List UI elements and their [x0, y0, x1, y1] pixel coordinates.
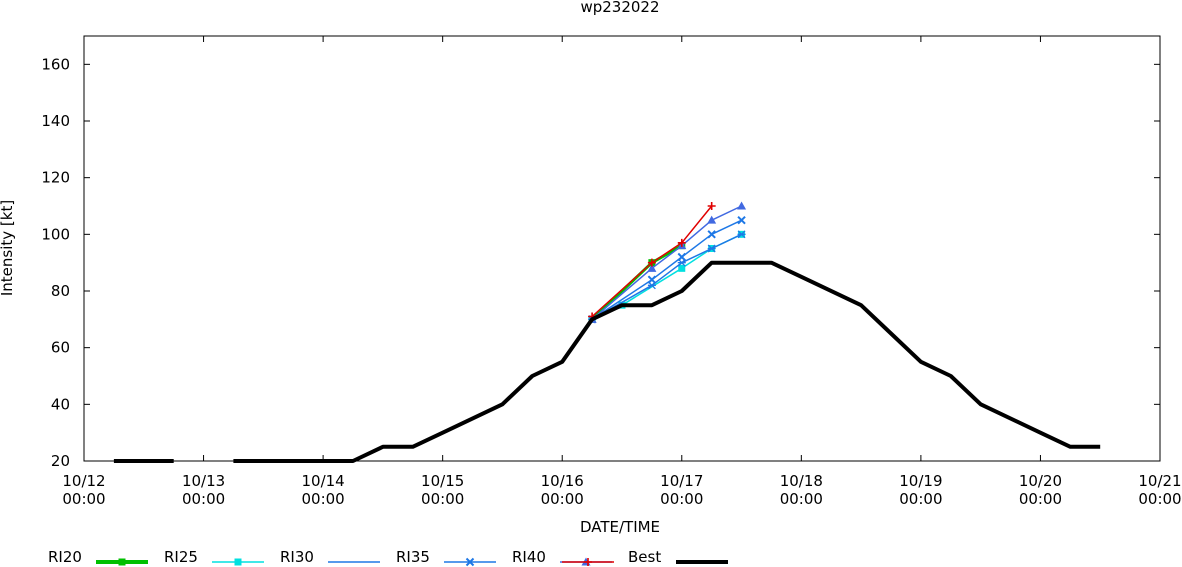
- data-point: [647, 275, 657, 284]
- legend-item: RI20: [48, 548, 148, 566]
- data-point: [737, 201, 747, 210]
- y-tick-label: 120: [41, 169, 70, 187]
- legend-label: RI30: [280, 548, 314, 566]
- data-point: [707, 215, 717, 224]
- data-point: [677, 252, 686, 262]
- plot-frame: [83, 35, 1161, 462]
- series-best-6: [113, 260, 1101, 463]
- x-tick-label-time: 00:00: [660, 490, 703, 508]
- y-tick-label: 100: [41, 225, 70, 243]
- legend-label: RI40: [512, 548, 546, 566]
- data-point: [707, 202, 716, 210]
- x-tick-label-time: 00:00: [899, 490, 942, 508]
- series-line: [591, 205, 713, 318]
- y-tick-label: 40: [51, 395, 70, 413]
- x-tick-label-date: 10/19: [899, 472, 942, 490]
- legend-label: RI35: [396, 548, 430, 566]
- x-tick-label-time: 00:00: [780, 490, 823, 508]
- x-tick-label-time: 00:00: [182, 490, 225, 508]
- x-tick-label-date: 10/15: [421, 472, 464, 490]
- x-tick-label-date: 10/12: [62, 472, 105, 490]
- legend-item: Best: [562, 548, 661, 566]
- y-tick-label: 80: [51, 282, 70, 300]
- legend-swatch-marker: [465, 557, 475, 567]
- data-point: [707, 244, 716, 253]
- x-tick-label-time: 00:00: [1019, 490, 1062, 508]
- data-point: [647, 258, 656, 267]
- legend-swatch-marker: [584, 558, 592, 566]
- legend-label: RI20: [48, 548, 82, 566]
- x-tick-label-time: 00:00: [1138, 490, 1181, 508]
- data-point: [678, 264, 686, 272]
- x-tick-label-date: 10/16: [541, 472, 584, 490]
- x-tick-label-date: 10/17: [660, 472, 703, 490]
- x-tick-label-time: 00:00: [301, 490, 344, 508]
- data-point: [677, 238, 686, 247]
- data-point: [737, 215, 746, 225]
- y-tick-label: 20: [51, 452, 70, 470]
- x-tick-label-time: 00:00: [62, 490, 105, 508]
- chart-title: wp232022: [580, 0, 659, 16]
- x-tick-label-date: 10/20: [1019, 472, 1062, 490]
- legend-label: RI25: [164, 548, 198, 566]
- data-point: [737, 230, 746, 239]
- series-best-5: [588, 202, 716, 321]
- y-axis-label: Intensity [kt]: [0, 200, 16, 296]
- legend-item: RI30: [280, 548, 380, 566]
- y-tick-label: 160: [41, 55, 70, 73]
- x-axis-label: DATE/TIME: [580, 518, 660, 536]
- data-point: [707, 230, 716, 239]
- x-tick-label-date: 10/18: [780, 472, 823, 490]
- x-tick-label-date: 10/13: [182, 472, 225, 490]
- series-line: [233, 260, 1101, 463]
- x-tick-label-time: 00:00: [421, 490, 464, 508]
- legend-swatch-marker: [234, 558, 242, 566]
- series-layer: [113, 201, 1101, 463]
- legend-item: RI25: [164, 548, 264, 566]
- axes-group: 2040608010012014016010/1200:0010/1300:00…: [41, 36, 1182, 508]
- x-tick-label-date: 10/21: [1138, 472, 1181, 490]
- legend-item: RI40: [512, 548, 612, 566]
- series-line: [591, 219, 742, 320]
- legend-item: RI35: [396, 548, 496, 567]
- x-tick-label-date: 10/14: [301, 472, 344, 490]
- data-point: [647, 263, 657, 272]
- series-ri35-3: [587, 215, 746, 324]
- legend: RI20 RI25 RI30 RI35 RI40 Best: [48, 548, 728, 567]
- y-tick-label: 60: [51, 339, 70, 357]
- legend-swatch-marker: [118, 558, 126, 566]
- legend-label: Best: [628, 548, 661, 566]
- x-tick-label-time: 00:00: [541, 490, 584, 508]
- y-tick-label: 140: [41, 112, 70, 130]
